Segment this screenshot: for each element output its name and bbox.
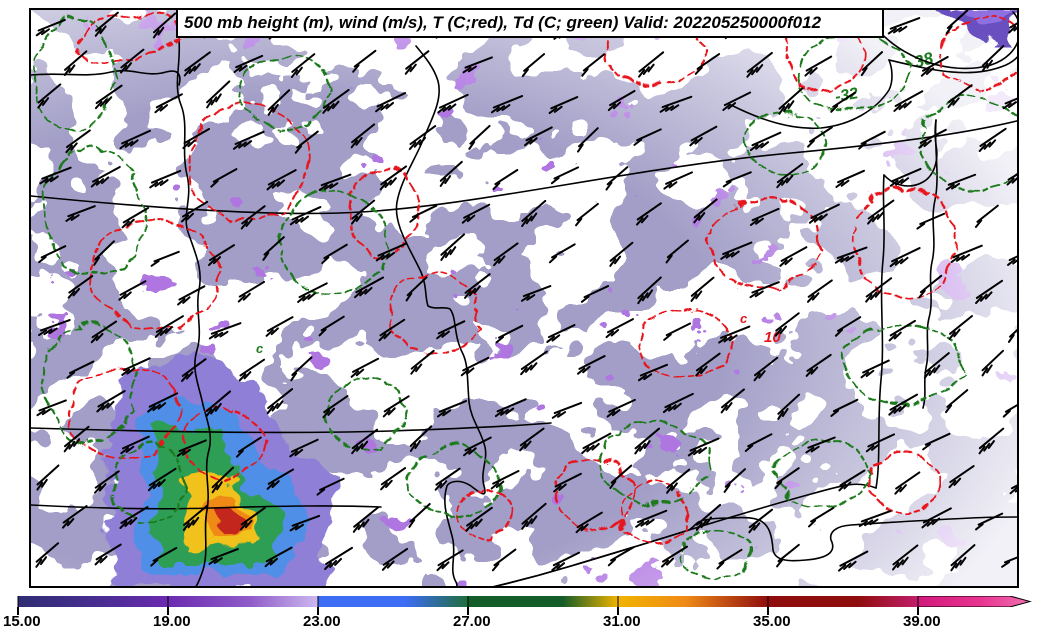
- svg-text:c: c: [740, 311, 748, 326]
- svg-text:c: c: [256, 341, 264, 356]
